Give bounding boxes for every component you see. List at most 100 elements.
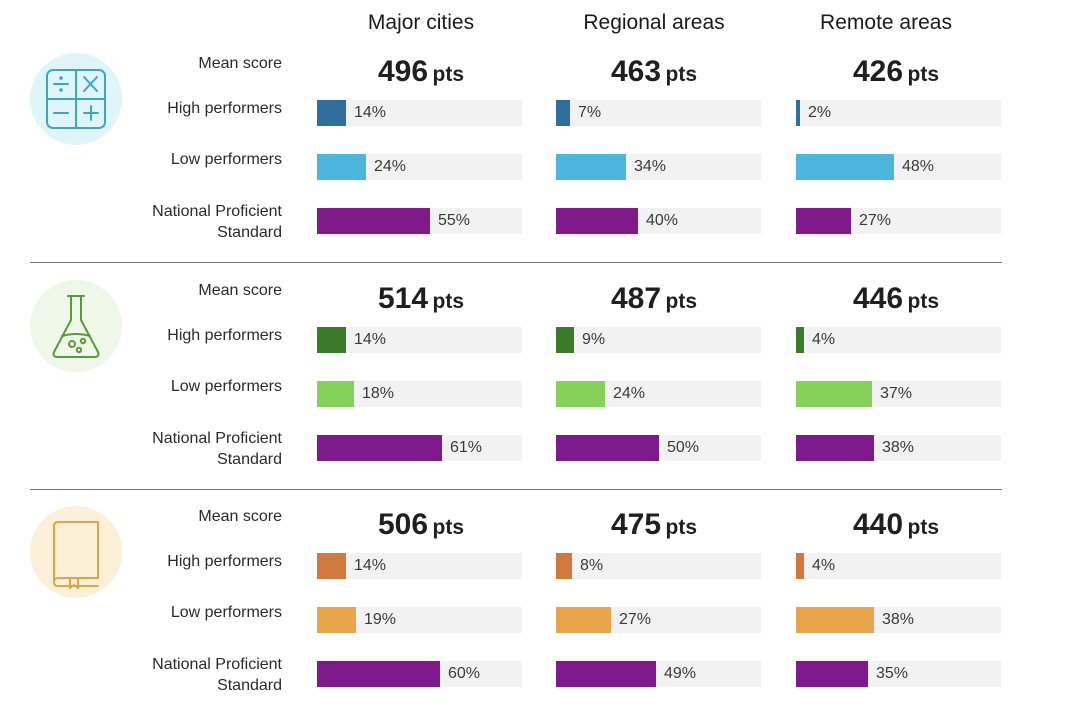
bar-track-low: 38% bbox=[796, 607, 1001, 633]
bar-track-low: 24% bbox=[317, 154, 522, 180]
bar-track-high: 8% bbox=[556, 553, 761, 579]
row-label-nps-line2: Standard bbox=[217, 224, 282, 241]
bar-value-label: 24% bbox=[613, 385, 646, 402]
bar-nps bbox=[556, 661, 656, 687]
row-label-low-performers: Low performers bbox=[170, 378, 282, 395]
bar-value-label: 14% bbox=[354, 104, 387, 121]
bar-high bbox=[317, 327, 346, 353]
row-label-mean-score: Mean score bbox=[198, 508, 282, 525]
bar-value-label: 55% bbox=[438, 212, 471, 229]
bar-value-label: 27% bbox=[619, 611, 652, 628]
bar-value-label: 50% bbox=[667, 439, 700, 456]
bar-value-label: 14% bbox=[354, 331, 387, 348]
mean-score-value: 514 pts bbox=[301, 282, 541, 316]
row-label-nps-line1: National Proficient bbox=[152, 656, 282, 673]
column-header-regional-areas: Regional areas bbox=[583, 11, 725, 34]
bar-track-high: 4% bbox=[796, 553, 1001, 579]
bar-value-label: 4% bbox=[812, 557, 836, 574]
bar-track-low: 37% bbox=[796, 381, 1001, 407]
column-header-major-cities: Major cities bbox=[367, 11, 475, 34]
bar-track-low: 34% bbox=[556, 154, 761, 180]
mean-score-unit: pts bbox=[907, 516, 940, 539]
bar-value-label: 35% bbox=[876, 665, 909, 682]
bar-value-label: 34% bbox=[634, 158, 667, 175]
bar-low bbox=[556, 607, 611, 633]
bar-low bbox=[796, 381, 872, 407]
mean-score-unit: pts bbox=[907, 290, 940, 313]
bar-track-high: 14% bbox=[317, 553, 522, 579]
bar-track-low: 48% bbox=[796, 154, 1001, 180]
bar-low bbox=[796, 154, 894, 180]
mean-score-unit: pts bbox=[432, 63, 465, 86]
row-label-high-performers: High performers bbox=[167, 327, 282, 344]
bar-track-nps: 61% bbox=[317, 435, 522, 461]
mean-score-number: 446 bbox=[852, 282, 904, 315]
bar-nps bbox=[796, 435, 874, 461]
bar-value-label: 19% bbox=[364, 611, 397, 628]
bar-value-label: 18% bbox=[362, 385, 395, 402]
bar-value-label: 48% bbox=[902, 158, 935, 175]
bar-low bbox=[556, 154, 626, 180]
bar-track-high: 14% bbox=[317, 327, 522, 353]
bar-value-label: 14% bbox=[354, 557, 387, 574]
bar-value-label: 38% bbox=[882, 439, 915, 456]
mean-score-value: 506 pts bbox=[301, 508, 541, 542]
bar-high bbox=[796, 100, 800, 126]
bar-track-nps: 35% bbox=[796, 661, 1001, 687]
row-label-high-performers: High performers bbox=[167, 100, 282, 117]
bar-track-nps: 40% bbox=[556, 208, 761, 234]
mean-score-unit: pts bbox=[432, 290, 465, 313]
bar-value-label: 40% bbox=[646, 212, 679, 229]
bar-track-low: 19% bbox=[317, 607, 522, 633]
science-flask-icon bbox=[30, 280, 122, 372]
row-label-nps-line2: Standard bbox=[217, 451, 282, 468]
row-label-low-performers: Low performers bbox=[170, 151, 282, 168]
section-divider bbox=[30, 489, 1002, 490]
row-label-low-performers: Low performers bbox=[170, 604, 282, 621]
mean-score-value: 496 pts bbox=[301, 55, 541, 89]
bar-value-label: 27% bbox=[859, 212, 892, 229]
bar-value-label: 8% bbox=[580, 557, 604, 574]
mean-score-unit: pts bbox=[907, 63, 940, 86]
row-label-mean-score: Mean score bbox=[198, 55, 282, 72]
bar-track-nps: 38% bbox=[796, 435, 1001, 461]
bar-value-label: 49% bbox=[664, 665, 697, 682]
bar-low bbox=[317, 607, 356, 633]
bar-track-low: 24% bbox=[556, 381, 761, 407]
bar-nps bbox=[796, 661, 868, 687]
mean-score-number: 506 bbox=[377, 508, 429, 541]
mean-score-value: 475 pts bbox=[534, 508, 774, 542]
bar-track-nps: 27% bbox=[796, 208, 1001, 234]
mean-score-number: 426 bbox=[852, 55, 904, 88]
bar-nps bbox=[317, 435, 442, 461]
bar-low bbox=[317, 154, 366, 180]
bar-value-label: 61% bbox=[450, 439, 483, 456]
bar-high bbox=[796, 327, 804, 353]
bar-high bbox=[317, 553, 346, 579]
bar-low bbox=[556, 381, 605, 407]
bar-track-high: 14% bbox=[317, 100, 522, 126]
row-label-nps-line1: National Proficient bbox=[152, 430, 282, 447]
bar-high bbox=[556, 553, 572, 579]
bar-nps bbox=[317, 661, 440, 687]
bar-value-label: 2% bbox=[808, 104, 832, 121]
section-divider bbox=[30, 262, 1002, 263]
bar-track-high: 2% bbox=[796, 100, 1001, 126]
row-label-nps-line1: National Proficient bbox=[152, 203, 282, 220]
bar-value-label: 37% bbox=[880, 385, 913, 402]
mean-score-number: 487 bbox=[610, 282, 662, 315]
mean-score-value: 463 pts bbox=[534, 55, 774, 89]
mean-score-unit: pts bbox=[432, 516, 465, 539]
bar-value-label: 24% bbox=[374, 158, 407, 175]
bar-low bbox=[796, 607, 874, 633]
mean-score-unit: pts bbox=[665, 63, 698, 86]
column-header-remote-areas: Remote areas bbox=[820, 11, 952, 34]
mean-score-value: 440 pts bbox=[776, 508, 1016, 542]
bar-track-high: 7% bbox=[556, 100, 761, 126]
bar-track-nps: 49% bbox=[556, 661, 761, 687]
bar-nps bbox=[556, 208, 638, 234]
bar-value-label: 7% bbox=[578, 104, 602, 121]
bar-track-low: 27% bbox=[556, 607, 761, 633]
bar-track-high: 9% bbox=[556, 327, 761, 353]
